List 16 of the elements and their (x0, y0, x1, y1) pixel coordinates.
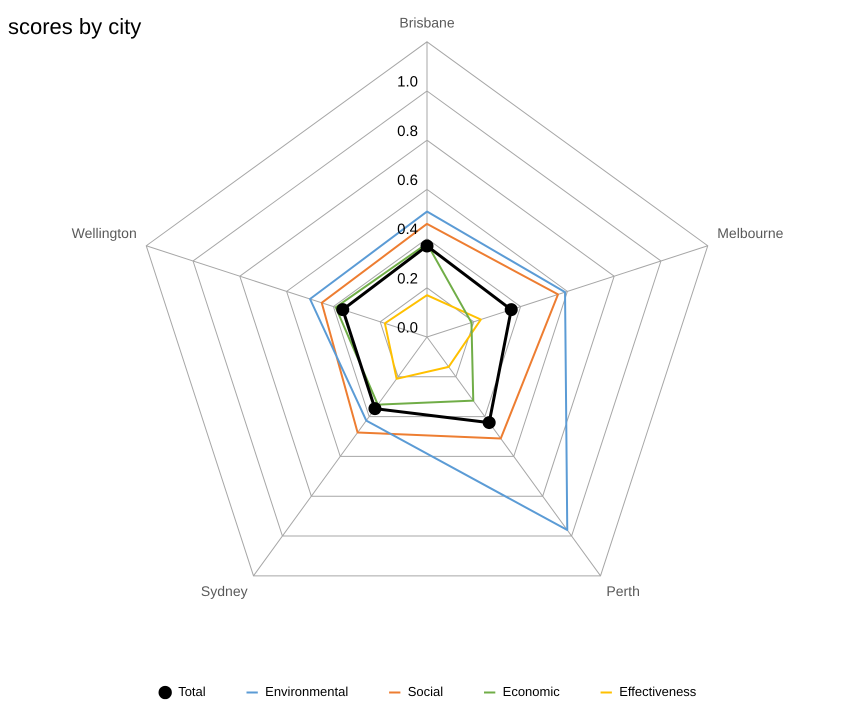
y-tick-label: 0.2 (397, 270, 418, 288)
legend-label: Social (408, 684, 444, 700)
legend-label: Environmental (265, 684, 348, 700)
y-tick-label: 0.8 (397, 122, 418, 140)
y-tick-label: 0.6 (397, 172, 418, 190)
spoke-label: Melbourne (717, 225, 784, 242)
y-tick-label: 0.0 (397, 320, 418, 337)
spoke-label: Wellington (72, 225, 137, 242)
legend-label: Economic (502, 684, 560, 700)
spoke-label: Brisbane (399, 14, 455, 30)
spoke-label: Sydney (200, 583, 248, 600)
y-tick-label: 1.0 (397, 74, 418, 91)
legend-label: Total (178, 684, 206, 700)
chart-title: scores by city (8, 14, 142, 40)
legend-label: Effectiveness (619, 684, 697, 700)
spoke-label: Perth (606, 583, 640, 600)
